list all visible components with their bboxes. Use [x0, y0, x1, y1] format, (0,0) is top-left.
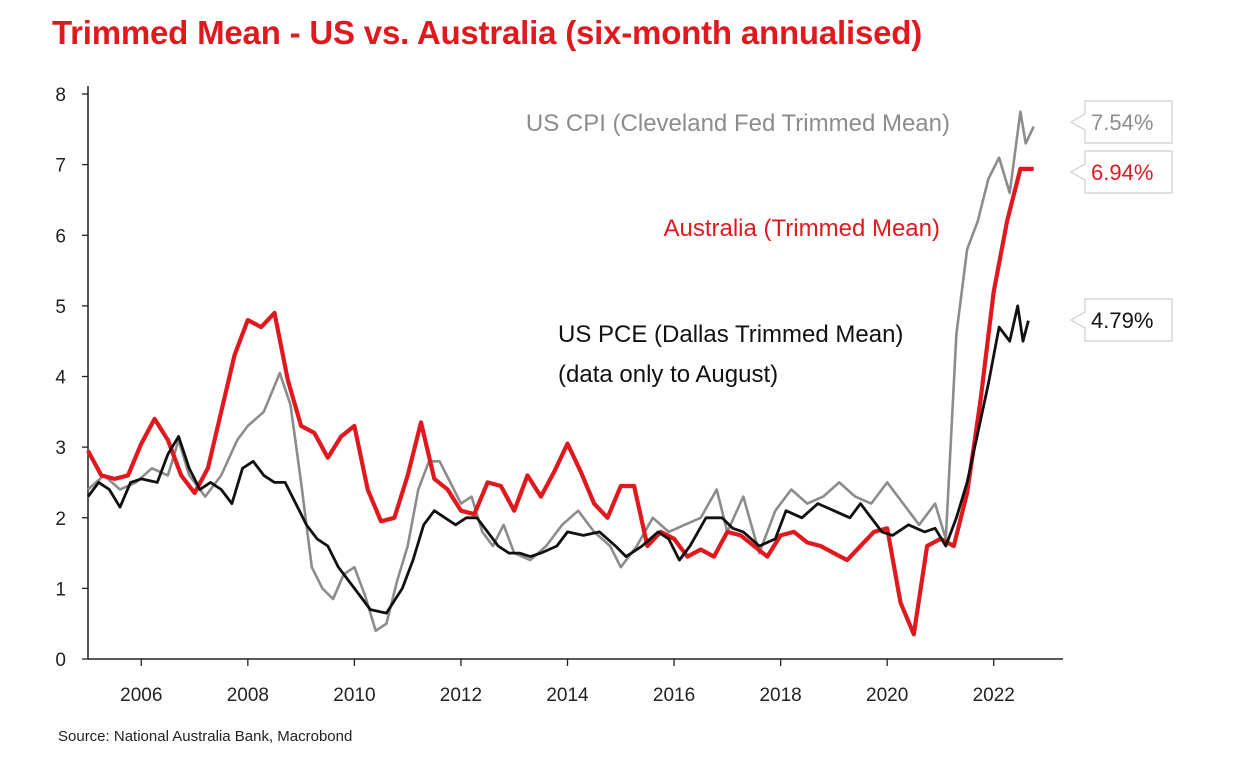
annotation-label: Australia (Trimmed Mean) [663, 215, 940, 242]
y-tick-label: 0 [55, 650, 66, 671]
x-tick-label: 2010 [333, 685, 375, 706]
source-note: Source: National Australia Bank, Macrobo… [58, 728, 353, 745]
x-tick-label: 2008 [227, 685, 269, 706]
x-tick-label: 2018 [759, 685, 801, 706]
x-tick-label: 2020 [866, 685, 908, 706]
y-tick-label: 1 [55, 579, 66, 600]
annotations: US CPI (Cleveland Fed Trimmed Mean) Austr… [526, 110, 950, 388]
chart-title: Trimmed Mean - US vs. Australia (six-mon… [52, 14, 923, 51]
annotation-label: US CPI (Cleveland Fed Trimmed Mean) [526, 110, 950, 137]
end-value-label: 7.54% [1091, 110, 1153, 135]
series-lines [86, 110, 1035, 637]
end-labels: 7.54% 6.94% 4.79% [1069, 100, 1173, 342]
callout-box [1069, 150, 1173, 194]
series-line-australia-trimmed-mean [86, 166, 1034, 637]
end-value-label: 6.94% [1091, 160, 1153, 185]
end-value-label: 4.79% [1091, 308, 1153, 333]
y-tick-label: 6 [55, 226, 66, 247]
y-tick-label: 2 [55, 509, 66, 530]
x-tick-label: 2014 [546, 685, 589, 706]
x-tick-label: 2016 [653, 685, 695, 706]
callout-box [1069, 100, 1173, 144]
annotation-label: (data only to August) [558, 361, 778, 388]
axes: 0 1 2 3 4 5 6 7 8 2006 2008 2010 2012 2014 2016 2018 202… [55, 85, 1063, 706]
y-tick-label: 4 [55, 368, 66, 389]
y-tick-label: 8 [55, 85, 66, 106]
end-value-callout: 7.54% [1069, 100, 1173, 144]
y-tick-label: 7 [55, 156, 66, 177]
y-tick-label: 3 [55, 438, 66, 459]
annotation-label: US PCE (Dallas Trimmed Mean) [558, 321, 903, 348]
x-tick-label: 2006 [120, 685, 162, 706]
series-line-us-pce-dallas-trimmed-mean [86, 304, 1030, 615]
end-value-callout: 4.79% [1069, 298, 1173, 342]
y-tick-label: 5 [55, 297, 66, 318]
x-tick-label: 2012 [440, 685, 482, 706]
x-tick-label: 2022 [973, 685, 1015, 706]
end-value-callout: 6.94% [1069, 150, 1173, 194]
callout-box [1069, 298, 1173, 342]
series-line-us-cpi-cleveland-fed-trimmed-mean [87, 110, 1035, 633]
